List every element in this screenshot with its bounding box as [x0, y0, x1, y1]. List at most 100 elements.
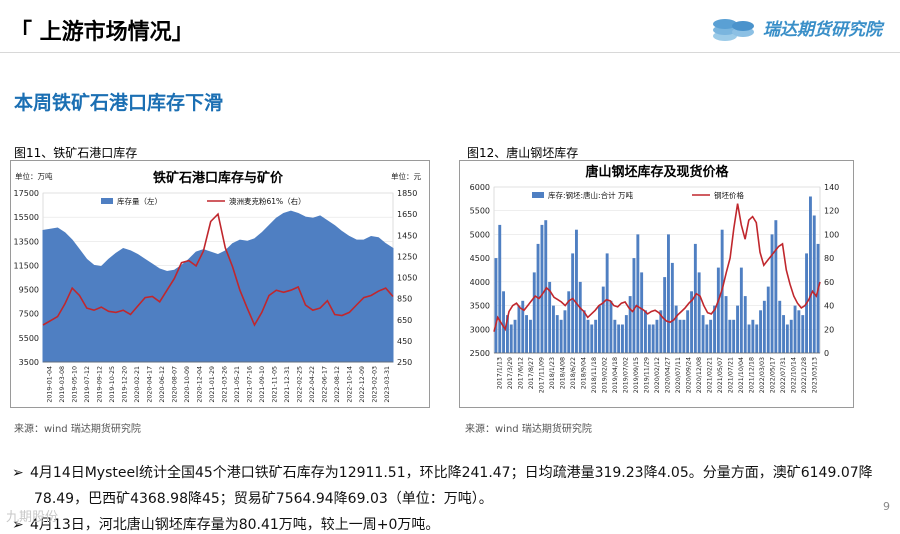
- x-tick-label: 2021/02/21: [707, 357, 714, 393]
- figure-11-caption: 图11、铁矿石港口库存: [14, 146, 138, 160]
- chart-title: 唐山钢坯库存及现货价格: [585, 164, 729, 180]
- bullet-arrow-icon: ➢: [12, 517, 24, 533]
- x-tick-label: 2019-09-12: [96, 366, 103, 403]
- left-tick-label: 5000: [470, 230, 490, 239]
- inventory-bar: [762, 300, 766, 353]
- x-tick-label: 2020/04/27: [665, 357, 672, 393]
- inventory-bar: [609, 300, 613, 353]
- inventory-bar: [605, 253, 609, 353]
- price-line-series: [493, 203, 821, 332]
- inventory-bar: [559, 319, 563, 353]
- left-tick-label: 5500: [470, 207, 490, 216]
- x-tick-label: 2019/04/18: [612, 357, 619, 393]
- x-tick-label: 2017/3/29: [507, 357, 514, 389]
- left-axis-unit: 单位：万吨: [15, 171, 53, 181]
- inventory-bar: [709, 319, 713, 353]
- inventory-bar: [716, 267, 720, 353]
- right-tick-label: 850: [397, 295, 412, 304]
- inventory-bar: [601, 286, 605, 353]
- inventory-bar: [690, 291, 693, 353]
- right-tick-label: 120: [824, 207, 839, 216]
- figure-12-source: 来源：wind 瑞达期货研究院: [465, 424, 592, 435]
- inventory-bar: [816, 243, 820, 353]
- x-tick-label: 2019/09/15: [633, 357, 640, 393]
- left-tick-label: 9500: [19, 286, 39, 295]
- x-tick-label: 2022-06-17: [321, 366, 328, 403]
- right-tick-label: 1850: [397, 189, 417, 198]
- inventory-bar: [552, 305, 555, 353]
- left-tick-label: 2500: [470, 349, 490, 358]
- iron-ore-chart: 17500 15500 13500 11500 9500 7500 5500 3500 1850…: [10, 160, 430, 408]
- x-tick-label: 2022-02-25: [296, 366, 303, 403]
- inventory-bar: [686, 310, 690, 353]
- x-tick-label: 2021/12/18: [749, 357, 756, 393]
- section-title: 「 上游市场情况」: [10, 20, 194, 45]
- inventory-bar: [506, 315, 509, 353]
- x-tick-label: 2018/11/18: [591, 357, 598, 393]
- inventory-bar: [578, 281, 582, 353]
- x-tick-label: 2021-05-21: [234, 366, 241, 403]
- legend-label-inventory: 库存量（左）: [117, 196, 162, 206]
- inventory-bar: [655, 319, 659, 353]
- bullet-2: ➢ 4月13日，河北唐山钢坯库存量为80.41万吨，较上一周+0万吨。: [12, 514, 439, 534]
- inventory-bar: [770, 234, 774, 353]
- x-tick-label: 2022-12-09: [359, 366, 366, 403]
- left-tick-label: 3000: [470, 325, 490, 334]
- legend-label-price: 钢坯价格: [714, 190, 744, 200]
- x-tick-label: 2018/6/22: [570, 357, 577, 389]
- left-tick-label: 17500: [14, 189, 39, 198]
- watermark: 九期股份: [6, 510, 59, 525]
- inventory-bar: [778, 300, 782, 353]
- inventory-bar: [724, 296, 728, 353]
- x-tick-label: 2019-07-12: [84, 366, 91, 403]
- bullet-1-line2: 78.49，巴西矿4368.98降45；贸易矿7564.94降69.03（单位：…: [34, 491, 493, 507]
- left-tick-label: 3500: [470, 302, 490, 311]
- inventory-bar: [517, 305, 521, 353]
- inventory-bar: [693, 243, 697, 353]
- header-divider: [0, 52, 900, 53]
- x-tick-label: 2021/07/21: [728, 357, 735, 393]
- bullet-1-line1: 4月14日Mysteel统计全国45个港口铁矿石库存为12911.51，环比降2…: [30, 465, 873, 481]
- left-tick-label: 5500: [19, 334, 39, 343]
- x-tick-label: 2022/07/31: [780, 357, 787, 393]
- right-tick-label: 20: [824, 325, 834, 334]
- inventory-bar: [498, 224, 502, 353]
- right-tick-label: 650: [397, 316, 412, 325]
- inventory-bar: [766, 286, 770, 353]
- x-tick-label: 2020/02/12: [654, 357, 661, 393]
- left-tick-label: 4500: [470, 254, 490, 263]
- x-tick-label: 2021-12-31: [284, 366, 291, 403]
- billet-chart-svg: 6000 5500 5000 4500 4000 3500 3000 2500 140 120 10…: [470, 164, 840, 393]
- inventory-bar: [774, 220, 778, 353]
- inventory-bar: [502, 291, 505, 353]
- inventory-bar: [782, 315, 785, 353]
- inventory-bar: [789, 319, 793, 353]
- right-tick-label: 80: [824, 254, 834, 263]
- inventory-bar: [755, 324, 759, 353]
- bullet-1: ➢ 4月14日Mysteel统计全国45个港口铁矿石库存为12911.51，环比降…: [12, 462, 873, 482]
- inventory-bar: [594, 319, 598, 353]
- right-tick-label: 100: [824, 230, 839, 239]
- inventory-bar: [743, 296, 747, 353]
- x-tick-label: 2022/03/03: [759, 357, 766, 393]
- inventory-bar: [509, 324, 513, 353]
- inventory-bar: [521, 300, 525, 353]
- inventory-bar: [663, 277, 667, 353]
- x-tick-label: 2019/02/02: [601, 357, 608, 393]
- inventory-bar: [586, 319, 590, 353]
- page-number: 9: [883, 500, 890, 513]
- x-tick-label: 2021-07-16: [246, 366, 253, 403]
- inventory-bar: [705, 324, 709, 353]
- left-tick-label: 11500: [14, 261, 39, 270]
- x-tick-label: 2019-03-08: [59, 366, 66, 403]
- x-tick-label: 2023-02-03: [371, 366, 378, 403]
- right-tick-label: 140: [824, 183, 839, 192]
- inventory-bar: [567, 291, 571, 353]
- inventory-bar: [667, 234, 670, 353]
- billet-chart: 6000 5500 5000 4500 4000 3500 3000 2500 140 120 10…: [459, 160, 854, 408]
- x-tick-label: 2019/11/29: [643, 357, 650, 393]
- inventory-bar: [624, 315, 628, 353]
- x-tick-label: 2021-09-10: [259, 366, 266, 403]
- x-tick-label: 2017/11/09: [538, 357, 545, 393]
- iron-ore-chart-svg: 17500 15500 13500 11500 9500 7500 5500 3500 1850…: [14, 170, 422, 403]
